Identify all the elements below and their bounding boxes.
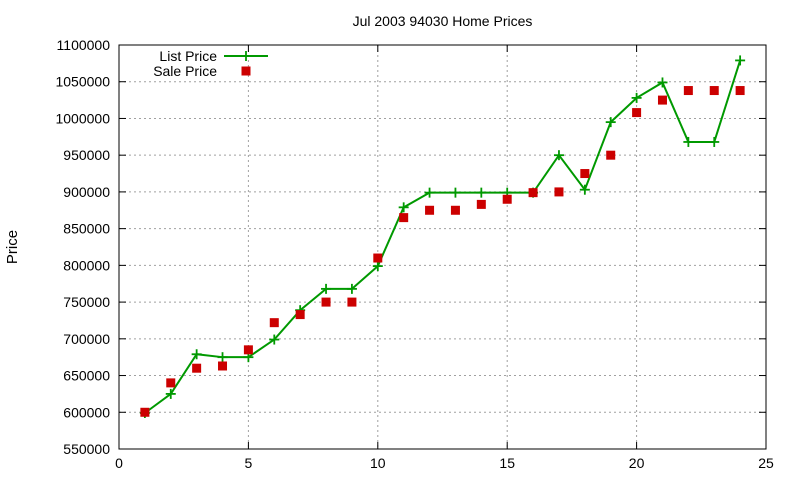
x-tick-label: 5 (245, 455, 253, 471)
data-point (425, 205, 435, 215)
data-point (579, 184, 590, 195)
data-point (321, 297, 331, 307)
data-point (243, 345, 253, 355)
legend-marker (241, 66, 251, 76)
legend-swatch-sale-price (241, 66, 251, 76)
y-axis-tick-labels: 550000 600000 650000 700000 750000 800000 8500… (55, 37, 110, 457)
series-line (144, 60, 742, 414)
data-point (450, 187, 461, 198)
data-point (632, 108, 642, 118)
series (139, 55, 746, 419)
data-point (657, 77, 668, 88)
data-point (502, 194, 512, 204)
data-point (424, 187, 435, 198)
chart-title: Jul 2003 94030 Home Prices (353, 13, 533, 29)
data-point (140, 407, 150, 417)
data-point (191, 349, 202, 360)
data-point (321, 283, 332, 294)
x-tick-label: 10 (370, 455, 386, 471)
x-tick-label: 15 (499, 455, 515, 471)
x-axis-tick-labels: 0 5 10 15 20 25 (115, 455, 774, 471)
data-point (657, 95, 667, 105)
y-tick-label: 1000000 (55, 110, 110, 126)
y-tick-label: 950000 (63, 147, 110, 163)
data-point (735, 55, 746, 66)
x-tick-label: 20 (629, 455, 645, 471)
y-tick-label: 900000 (63, 184, 110, 200)
data-point (166, 378, 176, 388)
legend: List Price Sale Price (153, 48, 268, 79)
data-point (709, 136, 720, 147)
data-point (476, 199, 486, 209)
y-tick-label: 750000 (63, 294, 110, 310)
data-point (218, 361, 228, 371)
data-point (683, 86, 693, 96)
y-tick-label: 700000 (63, 331, 110, 347)
data-point (735, 86, 745, 96)
data-point (269, 334, 280, 345)
legend-swatch-list-price (224, 51, 268, 61)
data-point (709, 86, 719, 96)
data-point (192, 363, 202, 373)
data-point (553, 150, 564, 161)
legend-entry-sale-price: Sale Price (153, 63, 217, 79)
data-point (373, 253, 383, 263)
x-tick-label: 0 (115, 455, 123, 471)
data-point (347, 297, 357, 307)
data-point (631, 92, 642, 103)
data-point (165, 388, 176, 399)
legend-entry-list-price: List Price (159, 48, 217, 64)
grid (119, 45, 766, 449)
data-point (580, 169, 590, 179)
data-point (605, 117, 616, 128)
legend-swatches (224, 51, 268, 76)
axis-ticks (118, 44, 767, 450)
y-tick-label: 1050000 (55, 74, 110, 90)
data-point (217, 352, 228, 363)
y-tick-label: 850000 (63, 221, 110, 237)
plot-frame (118, 44, 767, 450)
x-tick-label: 25 (758, 455, 774, 471)
data-point (295, 310, 305, 320)
series-sale-price (140, 86, 745, 417)
y-tick-label: 1100000 (57, 37, 111, 53)
y-axis-label: Price (4, 230, 21, 264)
data-point (554, 187, 564, 197)
data-point (606, 150, 616, 160)
legend-marker (241, 51, 251, 61)
data-point (346, 283, 357, 294)
data-point (269, 318, 279, 328)
data-point (399, 213, 409, 223)
data-point (683, 136, 694, 147)
data-point (398, 202, 409, 213)
y-tick-label: 650000 (63, 368, 110, 384)
data-point (372, 261, 383, 272)
data-point (528, 188, 538, 198)
y-tick-label: 550000 (63, 441, 110, 457)
series-list-price (139, 55, 746, 419)
data-point (450, 205, 460, 215)
y-tick-label: 800000 (63, 257, 110, 273)
data-point (476, 187, 487, 198)
y-tick-label: 600000 (63, 404, 110, 420)
